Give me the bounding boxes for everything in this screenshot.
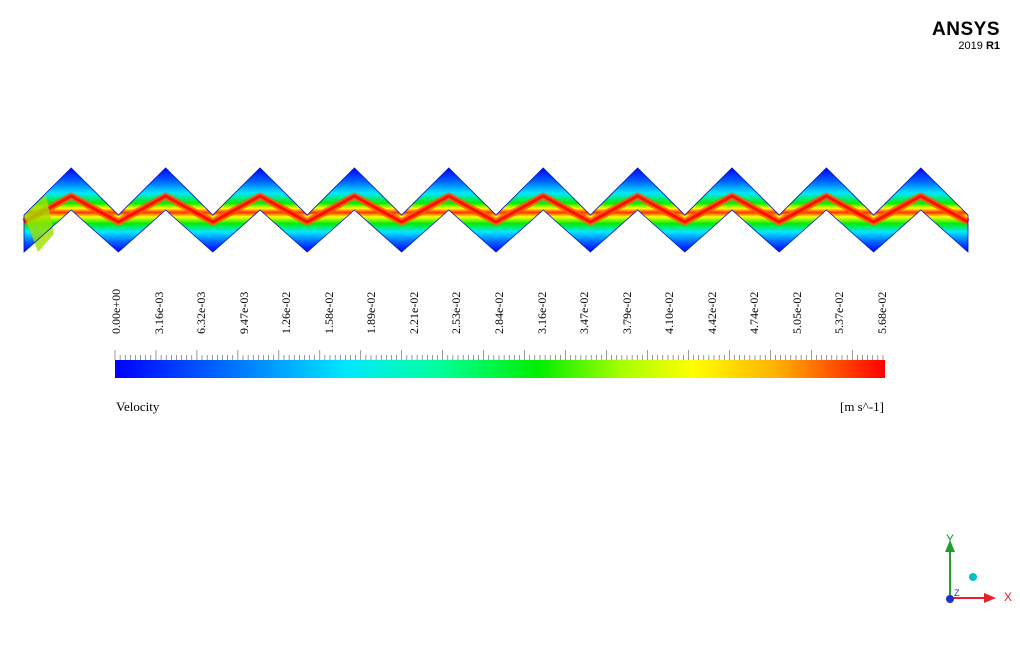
z-axis-dot: [946, 595, 954, 603]
x-axis-label: X: [1004, 590, 1013, 604]
legend-tick-label: 3.16e-02: [534, 291, 549, 334]
channel-body: [22, 167, 970, 253]
legend-tick-label: 4.10e-02: [662, 291, 677, 334]
legend-tick-label: 6.32e-03: [194, 291, 209, 334]
view-sphere-icon: [969, 573, 977, 581]
legend-tick-label: 1.58e-02: [321, 291, 336, 334]
legend-unit: [m s^-1]: [839, 399, 884, 414]
legend-tick-label: 5.05e-02: [789, 291, 804, 334]
x-axis-arrowhead: [984, 593, 996, 603]
version-release: R1: [985, 40, 1000, 52]
channel-fluid-region: [24, 168, 968, 252]
y-axis-label: Y: [946, 532, 955, 546]
legend-tick-label: 9.47e-03: [236, 291, 251, 334]
velocity-colorbar: [115, 360, 885, 378]
legend-tick-label: 3.79e-02: [619, 291, 634, 334]
velocity-max-streak: [23, 194, 969, 224]
legend-tick-marks: [114, 350, 884, 360]
ansys-version: 2019 R1: [932, 40, 1000, 52]
legend-variable-name: Velocity: [116, 399, 160, 414]
channel-inlet-region: [24, 195, 54, 252]
z-axis-label: Z: [954, 588, 960, 598]
legend-tick-labels: 0.00e+00 3.16e-03 6.32e-03 9.47e-03 1.26e-02…: [0, 278, 1020, 342]
version-year: 2019: [958, 40, 983, 52]
legend-tick-label: 2.53e-02: [449, 291, 464, 334]
legend-tick-label: 5.68e-02: [875, 291, 889, 334]
legend-tick-label: 2.21e-02: [406, 291, 421, 334]
ansys-logo: ANSYS 2019 R1: [932, 19, 1000, 53]
y-axis-arrowhead: [945, 540, 955, 552]
axis-triad: [945, 540, 996, 603]
legend-tick-label: 4.42e-02: [704, 291, 719, 334]
velocity-contour-channel: [22, 167, 970, 253]
legend-tick-label: 2.84e-02: [492, 291, 506, 334]
legend-tick-label: 4.74e-02: [747, 291, 762, 334]
legend-tick-label: 0.00e+00: [109, 288, 123, 334]
ansys-brand: ANSYS: [932, 19, 1000, 40]
legend-tick-label: 5.37e-02: [832, 291, 847, 334]
channel-outline: [23, 167, 969, 253]
legend-tick-label: 3.16e-03: [151, 291, 166, 334]
legend-tick-label: 1.89e-02: [364, 291, 379, 334]
legend-tick-label: 1.26e-02: [279, 291, 294, 334]
legend-tick-label: 3.47e-02: [577, 291, 592, 334]
